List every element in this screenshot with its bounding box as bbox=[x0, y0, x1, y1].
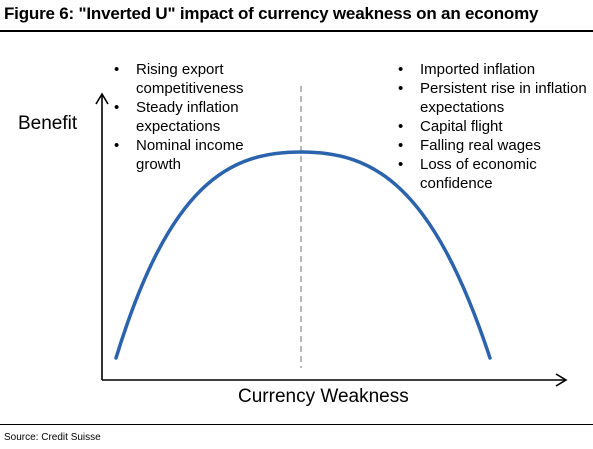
list-item: • Rising export competitiveness bbox=[108, 60, 288, 98]
bullet-icon: • bbox=[114, 137, 120, 154]
bullet-icon: • bbox=[398, 61, 404, 78]
y-axis-label: Benefit bbox=[18, 113, 78, 134]
list-item: • Nominal income growth bbox=[108, 136, 288, 174]
source-note: Source: Credit Suisse bbox=[4, 432, 101, 443]
x-axis-arrowhead bbox=[555, 373, 568, 387]
benefit-text: Steady inflation expectations bbox=[136, 99, 239, 135]
benefits-list: • Rising export competitiveness • Steady i… bbox=[108, 60, 288, 174]
benefit-text: Rising export competitiveness bbox=[136, 61, 244, 97]
list-item: • Imported inflation bbox=[392, 60, 592, 79]
list-item: • Persistent rise in inflation expectatio… bbox=[392, 79, 592, 117]
cost-text: Falling real wages bbox=[420, 137, 541, 154]
costs-list: • Imported inflation • Persistent rise in … bbox=[392, 60, 592, 193]
bullet-icon: • bbox=[398, 137, 404, 154]
bullet-icon: • bbox=[114, 99, 120, 116]
cost-text: Loss of economic confidence bbox=[420, 156, 537, 192]
list-item: • Loss of economic confidence bbox=[392, 155, 592, 193]
title-divider bbox=[0, 30, 593, 32]
cost-text: Persistent rise in inflation expectation… bbox=[420, 80, 587, 116]
bullet-icon: • bbox=[398, 118, 404, 135]
bullet-icon: • bbox=[398, 156, 404, 173]
bullet-icon: • bbox=[114, 61, 120, 78]
list-item: • Steady inflation expectations bbox=[108, 98, 288, 136]
bullet-icon: • bbox=[398, 80, 404, 97]
inverted-u-curve bbox=[114, 150, 492, 360]
x-axis-label: Currency Weakness bbox=[238, 386, 409, 407]
footer-divider bbox=[0, 424, 593, 425]
cost-text: Imported inflation bbox=[420, 61, 536, 78]
list-item: • Falling real wages bbox=[392, 136, 592, 155]
list-item: • Capital flight bbox=[392, 117, 592, 136]
benefit-text: Nominal income growth bbox=[136, 137, 244, 173]
y-axis-arrowhead bbox=[95, 92, 109, 105]
figure-title: Figure 6: "Inverted U" impact of currenc… bbox=[4, 4, 539, 23]
cost-text: Capital flight bbox=[420, 118, 503, 135]
